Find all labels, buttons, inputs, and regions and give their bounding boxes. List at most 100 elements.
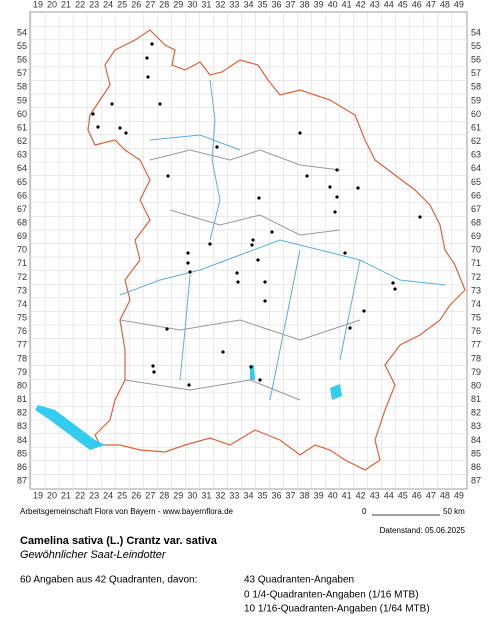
occurrence-dot [186,251,190,255]
column-label: 19 [33,0,43,9]
row-label: 69 [471,231,481,241]
column-label: 22 [75,490,85,500]
row-label: 65 [471,177,481,187]
column-label: 32 [215,0,225,9]
occurrence-dot [257,196,261,200]
row-label: 65 [17,177,27,187]
occurrence-dot [236,280,240,284]
row-label: 81 [17,394,27,404]
column-label: 23 [89,490,99,500]
occurrence-dot [165,327,169,331]
occurrence-dot [263,280,267,284]
region-borders [119,149,361,401]
column-label: 38 [300,490,310,500]
column-label: 35 [257,490,267,500]
occurrence-dot [110,102,114,106]
row-label: 73 [471,285,481,295]
column-label: 48 [440,490,450,500]
summary-detail: 43 Quadranten-Angaben [244,575,354,586]
occurrence-dot [158,102,162,106]
row-label: 72 [17,272,27,282]
occurrence-dot [250,243,254,247]
row-label: 55 [17,41,27,51]
occurrence-dot [96,125,100,129]
occurrence-dot [356,186,360,190]
row-label: 77 [471,340,481,350]
column-label: 31 [201,0,211,9]
row-label: 73 [17,285,27,295]
row-label: 85 [17,448,27,458]
row-label: 86 [17,462,27,472]
occurrence-dot [362,309,366,313]
occurrence-dot [393,287,397,291]
occurrence-dot [270,230,274,234]
row-label: 71 [471,258,481,268]
row-label: 55 [471,41,481,51]
column-label: 37 [286,0,296,9]
column-label: 26 [131,0,141,9]
occurrence-dot [335,168,339,172]
occurrence-dot [151,364,155,368]
row-label: 77 [17,340,27,350]
occurrence-dot [258,378,262,382]
occurrence-dot [249,365,253,369]
row-label: 85 [471,448,481,458]
column-label: 40 [328,490,338,500]
row-label: 57 [471,68,481,78]
occurrence-dot [235,271,239,275]
row-label: 57 [17,68,27,78]
occurrence-dot [333,210,337,214]
column-label: 36 [272,490,282,500]
occurrence-dot [152,370,156,374]
column-label: 41 [342,0,352,9]
column-label: 31 [201,490,211,500]
row-label: 60 [471,109,481,119]
occurrence-dot [124,131,128,135]
row-label: 56 [17,55,27,65]
column-label: 43 [370,0,380,9]
occurrence-dot [145,56,149,60]
column-label: 36 [272,0,282,9]
column-label: 24 [103,490,113,500]
row-label: 79 [471,367,481,377]
column-label: 49 [454,490,464,500]
column-label: 42 [356,0,366,9]
row-label: 61 [471,122,481,132]
occurrence-dot [91,112,95,116]
column-label: 23 [89,0,99,9]
chiemsee [330,384,342,400]
column-label: 49 [454,0,464,9]
row-label: 70 [471,245,481,255]
row-label: 68 [17,217,27,227]
occurrence-dot [343,251,347,255]
common-name: Gewöhnlicher Saat-Leindotter [20,549,167,561]
species-name: Camelina sativa (L.) Crantz var. sativa [20,535,218,547]
row-label: 63 [471,150,481,160]
row-label: 59 [17,95,27,105]
column-label: 47 [426,0,436,9]
occurrence-dot [305,174,309,178]
row-label: 75 [471,313,481,323]
row-label: 87 [17,476,27,486]
row-label: 74 [17,299,27,309]
column-label: 29 [173,490,183,500]
column-label: 26 [131,490,141,500]
column-label: 27 [145,0,155,9]
row-label: 87 [471,476,481,486]
column-label: 39 [314,490,324,500]
row-label: 71 [17,258,27,268]
row-label: 54 [471,27,481,37]
row-label: 80 [471,380,481,390]
summary-total: 60 Angaben aus 42 Quadranten, davon: [20,575,197,586]
column-label: 25 [117,0,127,9]
column-label: 21 [61,0,71,9]
row-label: 84 [17,435,27,445]
row-label: 60 [17,109,27,119]
column-label: 35 [257,0,267,9]
row-label: 75 [17,313,27,323]
column-label: 22 [75,0,85,9]
column-label: 21 [61,490,71,500]
summary-detail: 10 1/16-Quadranten-Angaben (1/64 MTB) [244,604,430,615]
row-label: 58 [17,82,27,92]
